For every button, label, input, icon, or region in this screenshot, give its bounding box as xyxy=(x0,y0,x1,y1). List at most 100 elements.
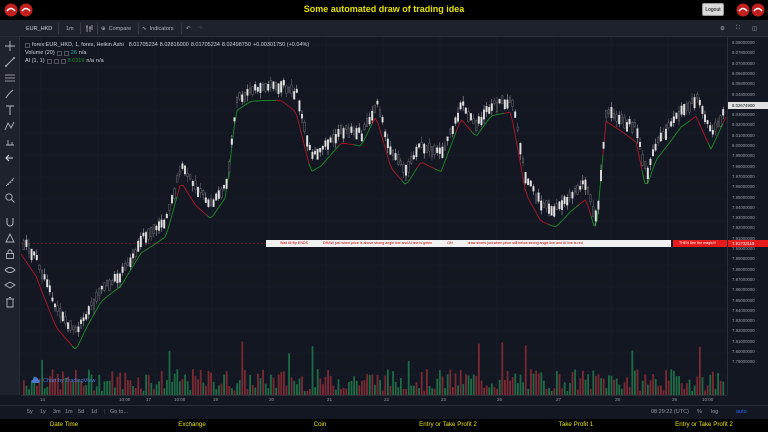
legend-close-icon[interactable] xyxy=(60,58,66,64)
range-1y-button[interactable]: 1y xyxy=(40,409,46,415)
volume-bar xyxy=(582,370,584,395)
pattern-icon[interactable] xyxy=(4,120,16,132)
fullscreen-icon[interactable]: ⛶ xyxy=(736,25,740,31)
trend-line-icon[interactable] xyxy=(4,56,16,68)
compare-button[interactable]: ⊕ Compare xyxy=(101,20,131,37)
chart-style-icon[interactable] xyxy=(85,24,94,33)
price-chart[interactable] xyxy=(21,37,727,395)
legend-settings-icon[interactable] xyxy=(53,58,59,64)
settings-gear-icon[interactable]: ⚙ xyxy=(720,25,725,32)
snapshot-icon[interactable]: ◫ xyxy=(752,25,758,32)
candle-body xyxy=(472,118,475,124)
ai-line-segment xyxy=(29,267,34,272)
undo-icon[interactable]: ↶ xyxy=(186,25,191,32)
legend-settings-icon[interactable] xyxy=(63,50,69,56)
candle-body xyxy=(581,180,584,185)
candle-body xyxy=(678,111,680,122)
candle-body xyxy=(698,100,701,106)
range-5d-button[interactable]: 5d xyxy=(78,409,85,415)
range-1m-button[interactable]: 1m xyxy=(65,409,73,415)
volume-bar xyxy=(280,371,283,395)
time-axis-label: 22 xyxy=(384,397,390,402)
lock-icon[interactable] xyxy=(4,248,16,260)
logout-button[interactable]: Logout xyxy=(702,3,724,16)
footer-link-exchange[interactable]: Exchange xyxy=(178,421,206,428)
volume-bar xyxy=(683,388,686,395)
legend-checkbox[interactable] xyxy=(25,42,30,48)
goto-date-button[interactable]: Go to... xyxy=(110,409,129,415)
volume-bar xyxy=(132,385,134,395)
measure-icon[interactable] xyxy=(4,176,16,188)
candle-body xyxy=(496,102,498,112)
range-3m-button[interactable]: 3m xyxy=(53,409,61,415)
ai-line-segment xyxy=(638,155,643,171)
volume-bar xyxy=(160,371,163,395)
volume-bar xyxy=(43,388,46,395)
percent-scale-toggle[interactable]: % xyxy=(697,409,702,415)
volume-bar xyxy=(316,369,319,395)
brush-icon[interactable] xyxy=(4,88,16,100)
trash-icon[interactable] xyxy=(4,296,16,308)
auto-scale-toggle[interactable]: auto xyxy=(736,409,747,415)
back-icon[interactable] xyxy=(4,152,16,164)
candle-body xyxy=(285,85,288,94)
stack-icon[interactable] xyxy=(4,280,16,292)
volume-bar xyxy=(127,380,129,395)
volume-bar xyxy=(678,376,680,395)
range-5y-button[interactable]: 5y xyxy=(27,409,33,415)
volume-bar xyxy=(717,372,719,395)
volume-bar xyxy=(199,369,202,395)
timeframe-bar: 5y 1y 3m 1m 5d 1d | Go to... 08:29:22 (U… xyxy=(0,405,768,419)
candle-body xyxy=(298,100,301,112)
candle-body xyxy=(652,149,654,157)
symbol-search[interactable]: EUR_HKD xyxy=(26,25,53,32)
volume-bar xyxy=(207,371,210,395)
ai-line-segment xyxy=(377,123,382,134)
legend-eye-icon[interactable] xyxy=(46,58,52,64)
fib-icon[interactable] xyxy=(4,72,16,84)
ai-line-segment xyxy=(314,167,319,170)
zoom-icon[interactable] xyxy=(4,192,16,204)
volume-bar xyxy=(358,385,361,395)
crosshair-icon[interactable] xyxy=(4,40,16,52)
clock-readout[interactable]: 08:29:22 (UTC) xyxy=(651,409,689,415)
interval-button[interactable]: 1m xyxy=(66,25,74,32)
candle-body xyxy=(376,100,379,105)
ai-line-segment xyxy=(77,339,82,347)
volume-bar xyxy=(277,374,280,395)
legend-eye-icon[interactable] xyxy=(56,50,62,56)
text-icon[interactable] xyxy=(4,104,16,116)
redo-icon[interactable]: ↷ xyxy=(198,25,203,32)
candle-body xyxy=(316,148,319,160)
stay-drawing-icon[interactable] xyxy=(4,232,16,244)
prediction-icon[interactable] xyxy=(4,136,16,148)
footer-link-entry-tp2-b[interactable]: Entry or Take Profit 2 xyxy=(675,421,733,428)
ai-line-segment xyxy=(590,215,595,227)
range-1d-button[interactable]: 1d xyxy=(91,409,98,415)
volume-bar xyxy=(647,384,649,395)
time-axis[interactable]: 14 10:00 17 10:00 19 20 21 22 23 26 27 28 29 10:00 xyxy=(21,395,727,405)
price-axis[interactable]: 8.08000000 8.07800000 8.07000000 8.06600000… xyxy=(727,37,768,395)
time-axis-label: 28 xyxy=(615,397,621,402)
footer-link-date-time[interactable]: Date Time xyxy=(49,421,79,428)
ai-line-segment xyxy=(425,164,430,167)
volume-bar xyxy=(389,385,392,395)
price-axis-label: 7.79000000 xyxy=(732,359,755,365)
volume-bar xyxy=(527,388,530,395)
indicators-button[interactable]: ∿ Indicators xyxy=(142,20,173,37)
legend-volume-label: Volume (20) xyxy=(25,50,55,56)
footer-link-tp1[interactable]: Take Profit 1 xyxy=(558,421,594,428)
volume-bar xyxy=(49,376,51,395)
log-scale-toggle[interactable]: log xyxy=(711,409,719,415)
footer-link-coin[interactable]: Coin xyxy=(313,421,327,428)
hide-icon[interactable] xyxy=(4,264,16,276)
candle-body xyxy=(594,210,597,222)
magnet-icon[interactable] xyxy=(4,216,16,228)
tradingview-watermark[interactable]: Chart by TradingView xyxy=(31,377,95,384)
candle-body xyxy=(249,87,251,93)
candle-body xyxy=(90,301,93,306)
candle-body xyxy=(540,200,543,211)
ai-line-segment xyxy=(581,199,586,203)
time-axis-label: 23 xyxy=(441,397,447,402)
footer-link-entry-tp2-a[interactable]: Entry or Take Profit 2 xyxy=(419,421,477,428)
